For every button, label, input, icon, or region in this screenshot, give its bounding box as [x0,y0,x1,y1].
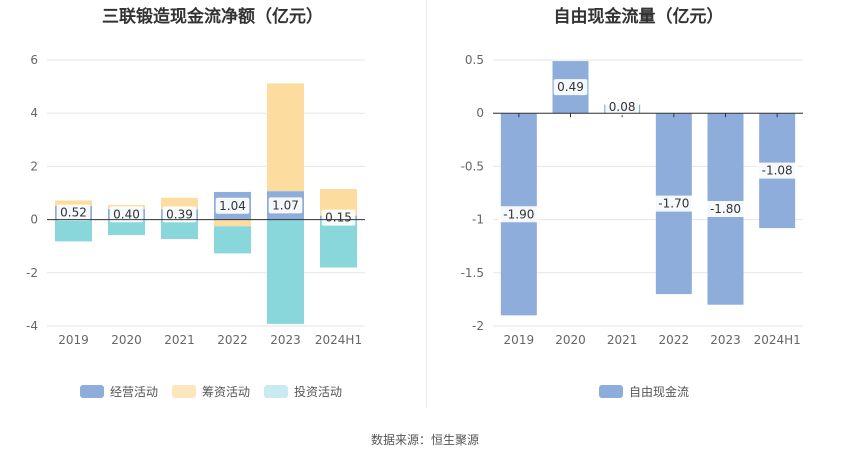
legend-swatch-financing [172,385,197,398]
data-label-right-2022-bg [653,195,695,212]
data-label-left-2023: 1.07 [272,198,299,212]
y-tick-right-2: -0.5 [461,159,484,173]
y-tick-right-3: -1 [472,213,484,227]
data-label-left-2019-bg [56,204,91,221]
y-tick-right-0: 0.5 [465,53,484,67]
data-label-right-2023: -1.80 [710,202,741,216]
y-tick-left-1: 4 [30,106,38,120]
legend-item-investing[interactable]: 投资活动 [264,383,342,400]
legend-item-free-cash-flow[interactable]: 自由现金流 [599,383,689,400]
free-cash-flow-chart: 0.5 0 -0.5 -1 -1.5 -2 -1.90 2019 0.49 2020 0.08 202… [461,53,803,347]
left-chart-title: 三联锻造现金流净额（亿元） [102,7,323,27]
data-label-right-2023-bg [705,200,746,217]
right-chart-title: 自由现金流量（亿元） [553,7,724,27]
y-tick-left-4: -2 [26,266,38,280]
bar-投资活动-2021 [161,219,198,240]
legend-label-free-cash-flow: 自由现金流 [629,385,690,399]
data-label-right-2021-bg [605,99,639,116]
x-tick-left-2022: 2022 [217,333,248,347]
x-tick-left-2019: 2019 [58,333,89,347]
data-label-left-2024H1: 0.15 [325,211,352,225]
data-label-right-2019-bg [498,206,540,223]
y-tick-left-0: 6 [30,53,38,67]
legend-label-financing: 筹资活动 [202,385,251,399]
data-label-right-2024H1-bg [756,162,798,179]
data-label-left-2022-bg [215,197,250,214]
x-tick-right-2019: 2019 [504,333,535,347]
data-source: 数据来源：恒生聚源 [370,433,479,447]
data-label-right-2020-bg [553,79,588,96]
y-tick-right-1: 0 [476,106,484,120]
legend-swatch-free-cash-flow [599,385,623,398]
bar-投资活动-2024H1 [320,219,357,268]
x-tick-left-2024H1: 2024H1 [315,333,362,347]
x-tick-right-2021: 2021 [607,333,638,347]
data-label-left-2020: 0.40 [113,207,140,221]
data-label-left-2023-bg [268,197,303,214]
legend-item-operating[interactable]: 经营活动 [80,383,158,400]
y-tick-right-5: -2 [472,319,484,333]
bar-投资活动-2020 [108,219,145,236]
y-tick-left-3: 0 [30,213,38,227]
bar-筹资活动-2023 [267,83,304,192]
legend-swatch-operating [80,385,104,398]
data-label-left-2019: 0.52 [60,206,87,220]
legend-item-financing[interactable]: 筹资活动 [172,383,250,400]
chart-divider [426,0,427,408]
y-tick-right-4: -1.5 [461,266,484,280]
data-label-right-2021: 0.08 [609,100,636,114]
right-legend: 自由现金流 [599,383,703,400]
x-tick-left-2021: 2021 [164,333,195,347]
legend-swatch-investing [264,385,289,398]
legend-label-investing: 投资活动 [294,385,343,399]
bar-筹资活动-2021 [161,197,198,210]
x-tick-right-2023: 2023 [710,333,741,347]
data-label-left-2021: 0.39 [166,207,193,221]
data-label-left-2020-bg [109,206,144,223]
x-tick-right-2024H1: 2024H1 [754,333,801,347]
bar-投资活动-2023 [267,219,304,324]
data-label-right-2024H1: -1.08 [762,164,793,178]
data-label-right-2020: 0.49 [557,80,584,94]
data-label-right-2019: -1.90 [503,207,534,221]
x-tick-left-2020: 2020 [111,333,142,347]
legend-label-operating: 经营活动 [110,385,159,399]
left-legend: 经营活动 筹资活动 投资活动 [80,383,356,400]
bar-投资活动-2019 [55,219,92,242]
x-tick-right-2022: 2022 [659,333,690,347]
x-tick-left-2023: 2023 [270,333,301,347]
data-label-right-2022: -1.70 [658,197,689,211]
data-label-left-2022: 1.04 [219,199,246,213]
data-label-left-2024H1-bg [321,209,356,226]
x-tick-right-2020: 2020 [555,333,586,347]
y-tick-left-5: -4 [26,319,38,333]
data-label-left-2021-bg [162,206,197,223]
bar-投资活动-2022 [214,226,251,254]
bar-筹资活动-2022 [214,219,251,227]
cash-flow-chart: 6 4 2 0 -2 -4 0.52 2019 0.40 2020 0.39 2021 1.04 2022… [26,53,365,347]
y-tick-left-2: 2 [30,159,38,173]
bar-筹资活动-2019 [55,200,92,206]
